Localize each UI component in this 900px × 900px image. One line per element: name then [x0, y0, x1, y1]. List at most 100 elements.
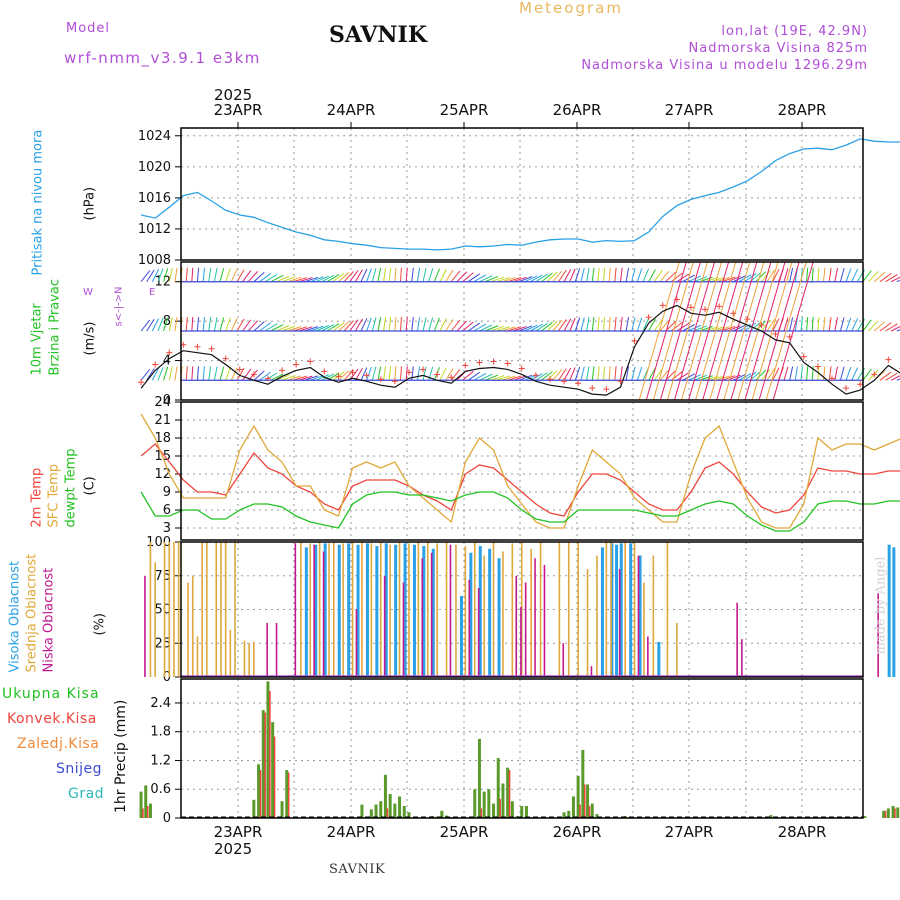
wind-barb: [721, 325, 736, 332]
wind-hatch: [652, 261, 694, 401]
wind-barb: [416, 267, 421, 282]
wind-barb: [439, 318, 447, 332]
cloud-low-bar: [430, 552, 433, 677]
wind-barb: [399, 366, 402, 381]
panel-frame-cloud: [180, 541, 864, 678]
wind-barb: [513, 276, 527, 283]
wind-barb: [659, 320, 670, 332]
wind-barb: [315, 374, 329, 381]
wind-barb: [259, 273, 272, 283]
wind-barb: [580, 317, 585, 332]
precip-conv-bar: [259, 770, 262, 818]
cloud-low-bars: [144, 543, 879, 677]
wind-barb: [552, 319, 563, 332]
cloud-high-bar: [422, 546, 426, 677]
wind-barb: [546, 271, 558, 283]
wind-barb: [360, 268, 368, 282]
cloud-mid-bar: [586, 569, 589, 677]
wind-barb: [242, 270, 252, 283]
wind-barb: [546, 370, 558, 381]
wind-barb: [631, 366, 636, 381]
cloud-high-bar: [375, 546, 379, 677]
wind-barb: [642, 268, 650, 282]
precip-total-bar: [139, 791, 143, 818]
wind-barb: [642, 317, 650, 332]
cloud-high-bar: [323, 543, 327, 677]
cloud-low-bar: [543, 564, 546, 677]
ytick-label-pressure: 1016: [138, 191, 171, 206]
wind-barb: [851, 268, 859, 282]
wind-barb: [377, 317, 382, 332]
precip-total-bar: [891, 806, 895, 818]
precip-conv-bar: [884, 810, 887, 818]
cloud-mid-bar: [473, 542, 476, 677]
wind-gust-marker: [843, 385, 850, 392]
wind-barb: [766, 318, 775, 332]
ytick-label-cloud: 25: [154, 636, 171, 651]
wind-barb: [822, 267, 826, 282]
cloud-low-bar: [520, 606, 522, 677]
wind-hatch: [638, 261, 680, 401]
date-label-bottom: 27APR: [665, 823, 714, 841]
wind-barb: [151, 318, 160, 332]
wind-barb: [490, 276, 505, 283]
wind-gust-marker: [138, 379, 145, 386]
wind-barb: [648, 367, 656, 381]
wind-barb: [219, 366, 225, 381]
wind-barb: [591, 366, 595, 381]
cloud-low-bar: [313, 544, 315, 677]
wind-barb: [603, 317, 606, 332]
wind-barb: [591, 267, 595, 282]
wind-barb: [524, 275, 538, 283]
wind-hatch: [772, 261, 814, 401]
cloud-mid-bar: [502, 551, 504, 677]
wind-barb: [484, 325, 499, 332]
wind-barb: [834, 267, 839, 282]
wind-barb: [755, 271, 766, 283]
wind-gust-marker: [871, 371, 878, 378]
cloud-low-bar: [524, 582, 527, 677]
wind-barb: [304, 375, 319, 381]
wind-gust-marker: [335, 373, 342, 380]
wind-barb: [213, 317, 218, 332]
wind-barb: [439, 269, 447, 282]
cloud-mid-bar: [351, 542, 354, 677]
ytick-label-temp: 6: [163, 503, 171, 518]
wind-barb: [822, 317, 826, 332]
wind-barb: [405, 366, 408, 381]
wind-hatch: [709, 261, 751, 401]
wind-gust-marker: [518, 365, 525, 372]
cloud-low-bar: [294, 543, 297, 677]
wind-barb: [541, 321, 553, 332]
cloud-mid-bar: [361, 542, 363, 677]
wind-barb: [744, 273, 757, 283]
wind-barb: [783, 317, 789, 332]
wind-barb: [191, 366, 194, 381]
wind-gust-marker: [391, 378, 398, 385]
wind-barb: [354, 269, 363, 282]
wind-barb: [202, 366, 205, 381]
cloud-low-bar: [266, 623, 268, 677]
cloud-high-bar: [615, 544, 619, 677]
wind-barb: [349, 270, 359, 283]
wind-gust-marker: [462, 362, 469, 369]
wind-barb: [569, 268, 576, 282]
wind-gust-marker: [377, 376, 384, 383]
wind-gust-marker: [363, 372, 370, 379]
cloud-high-bar: [347, 543, 351, 677]
wind-barb: [168, 366, 173, 381]
cloud-high-bar: [394, 544, 398, 677]
cloud-mid-bar: [253, 641, 255, 677]
wind-barb: [794, 366, 798, 381]
wind-barb: [411, 317, 414, 332]
cloud-high-bar: [365, 543, 369, 677]
wind-hatch: [744, 261, 786, 401]
wind-barb: [806, 366, 809, 381]
wind-gust-marker: [236, 366, 243, 373]
wind-barb: [157, 317, 164, 332]
wind-barb: [653, 269, 663, 282]
cloud-mid-bar: [149, 542, 152, 677]
wind-barb: [868, 271, 879, 283]
wind-barb: [445, 269, 454, 282]
wind-barb: [670, 371, 683, 381]
